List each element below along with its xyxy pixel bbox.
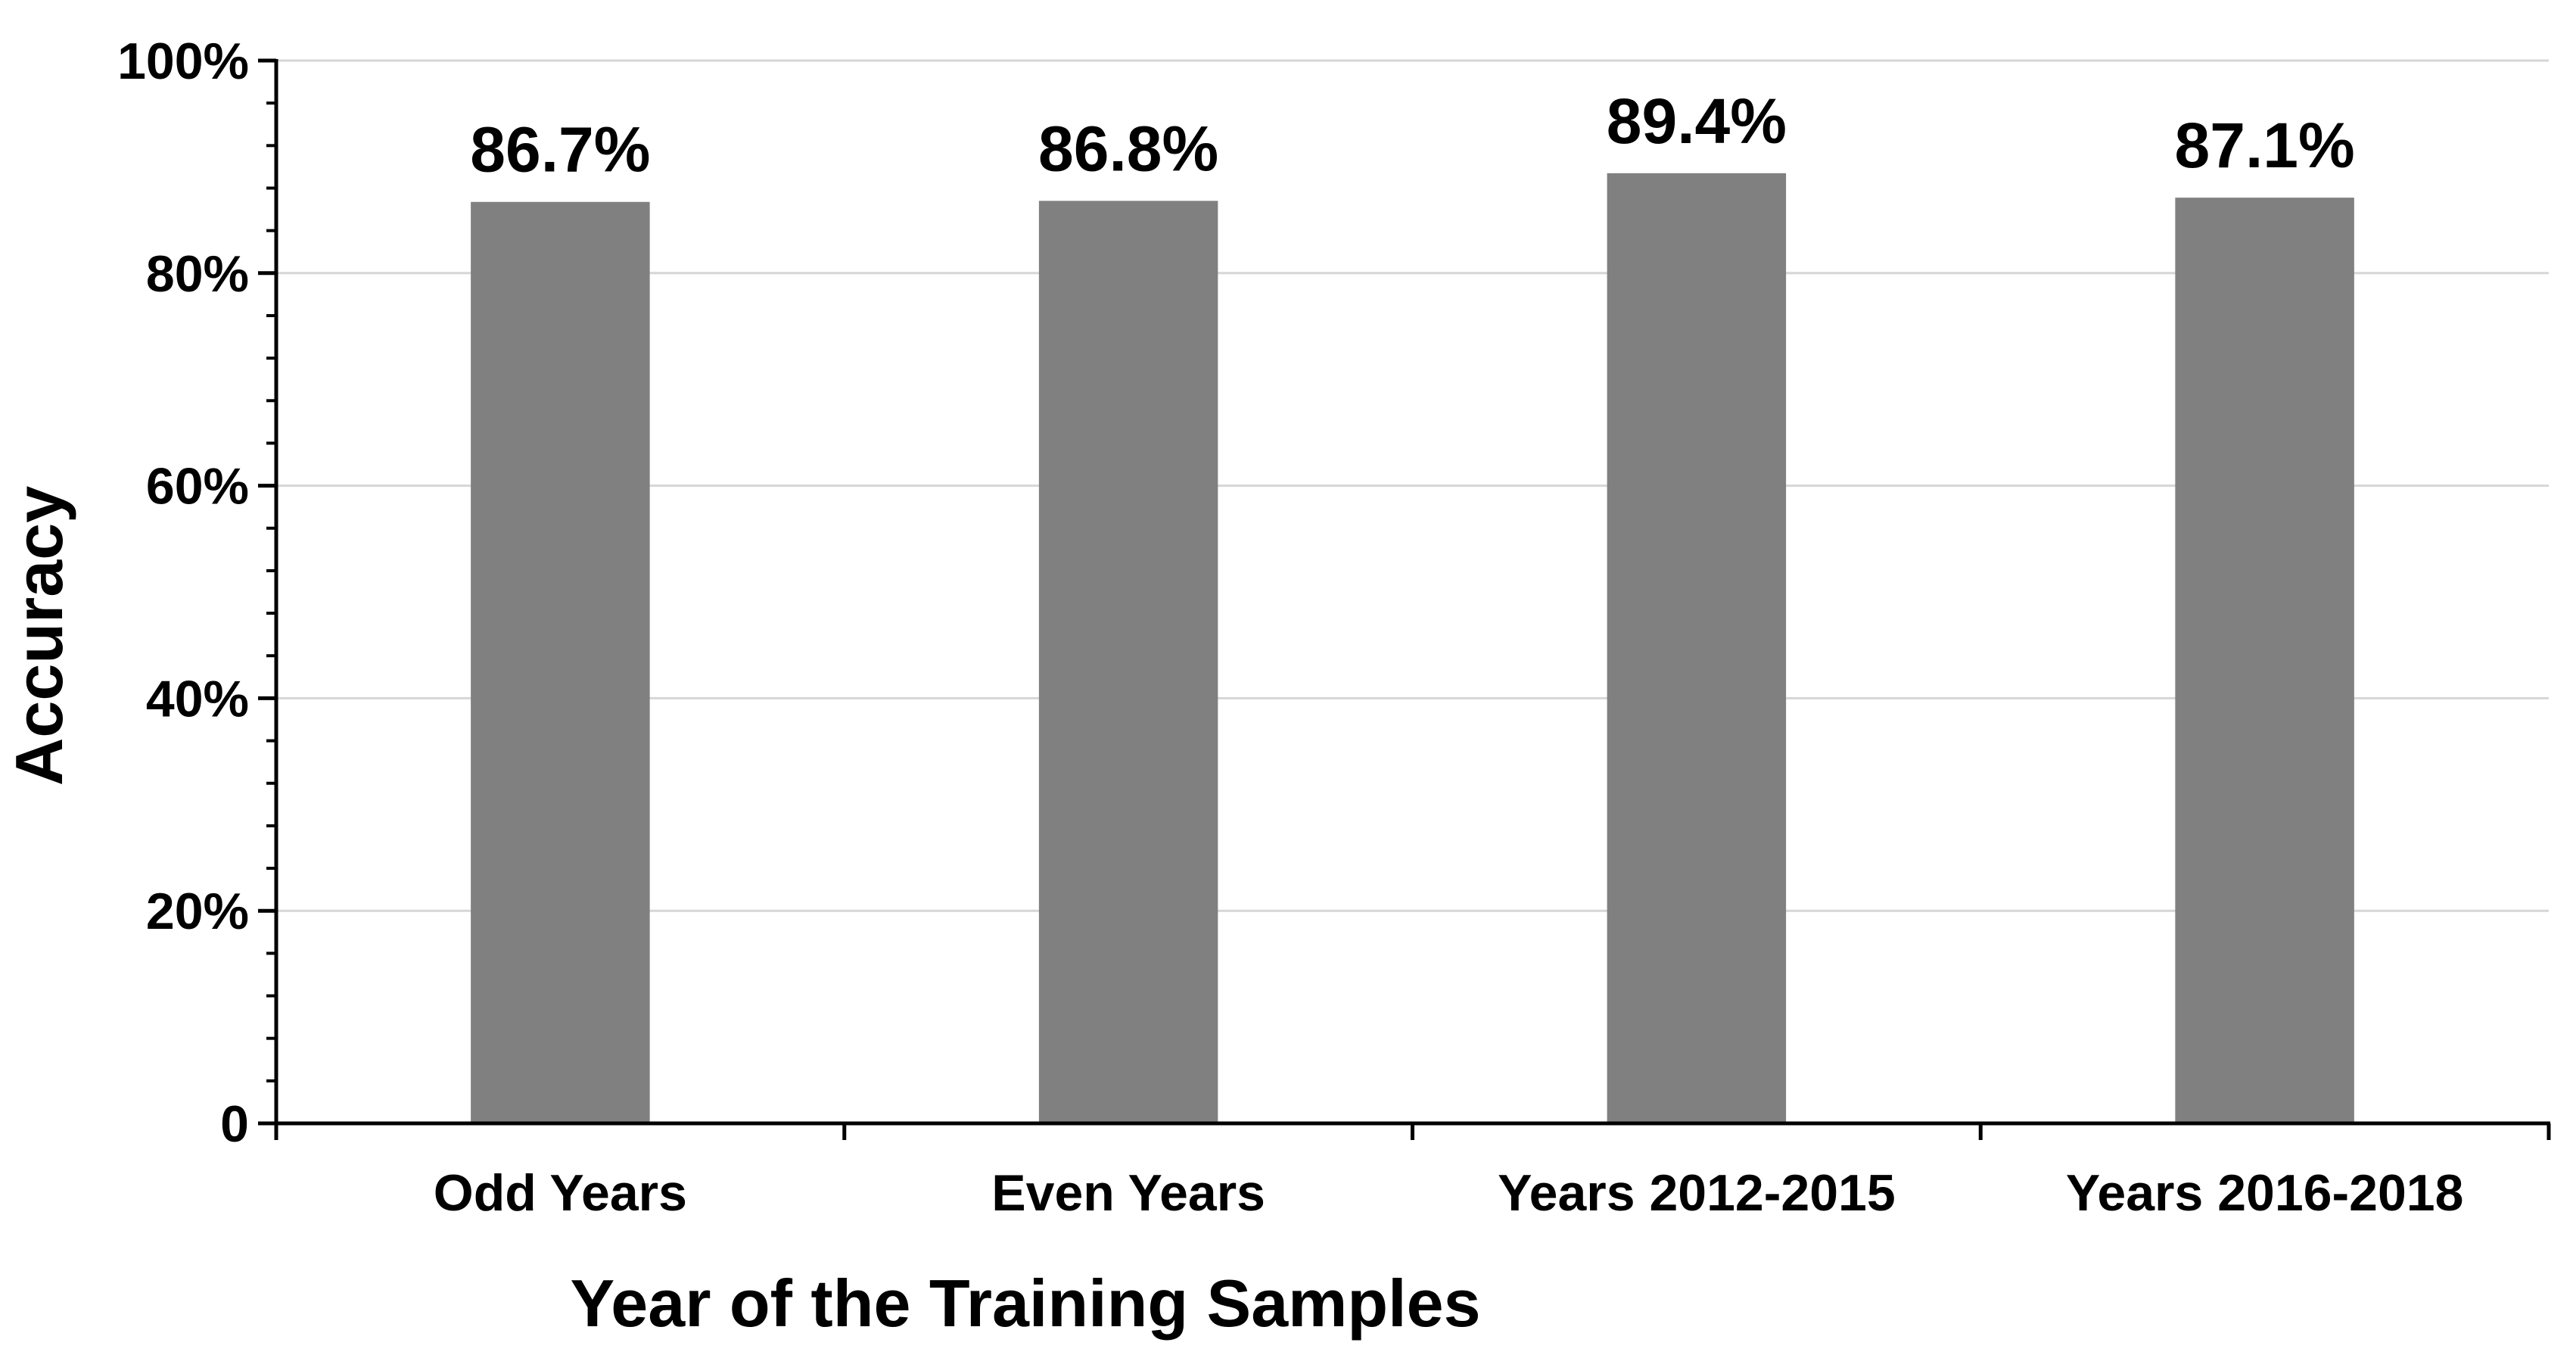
axes bbox=[258, 58, 2551, 1140]
x-tick-label: Odd Years bbox=[434, 1164, 687, 1222]
y-tick-label: 100% bbox=[117, 33, 249, 90]
data-label: 89.4% bbox=[1607, 86, 1787, 157]
y-tick-label: 80% bbox=[146, 245, 249, 303]
labels: 86.7% 86.8% 89.4% 87.1% 0 20% 40% 60% 80% 100% Odd… bbox=[117, 33, 2463, 1222]
data-label: 86.8% bbox=[1038, 113, 1218, 184]
y-tick-label: 0 bbox=[220, 1095, 249, 1153]
bar bbox=[1607, 173, 1787, 1124]
bar bbox=[471, 201, 650, 1124]
x-tick-label: Even Years bbox=[991, 1164, 1265, 1222]
data-label: 87.1% bbox=[2175, 110, 2355, 181]
bars bbox=[471, 173, 2354, 1124]
y-tick-label: 40% bbox=[146, 670, 249, 727]
y-tick-label: 60% bbox=[146, 458, 249, 516]
gridlines bbox=[276, 59, 2549, 912]
y-axis-title: Accuracy bbox=[2, 486, 76, 786]
x-axis-title: Year of the Training Samples bbox=[570, 1266, 1480, 1341]
bar bbox=[1038, 201, 1218, 1123]
y-tick-label: 20% bbox=[146, 883, 249, 940]
x-tick-label: Years 2012-2015 bbox=[1498, 1164, 1896, 1222]
data-label: 86.7% bbox=[470, 114, 650, 185]
bar bbox=[2175, 198, 2354, 1124]
x-tick-label: Years 2016-2018 bbox=[2066, 1164, 2464, 1222]
